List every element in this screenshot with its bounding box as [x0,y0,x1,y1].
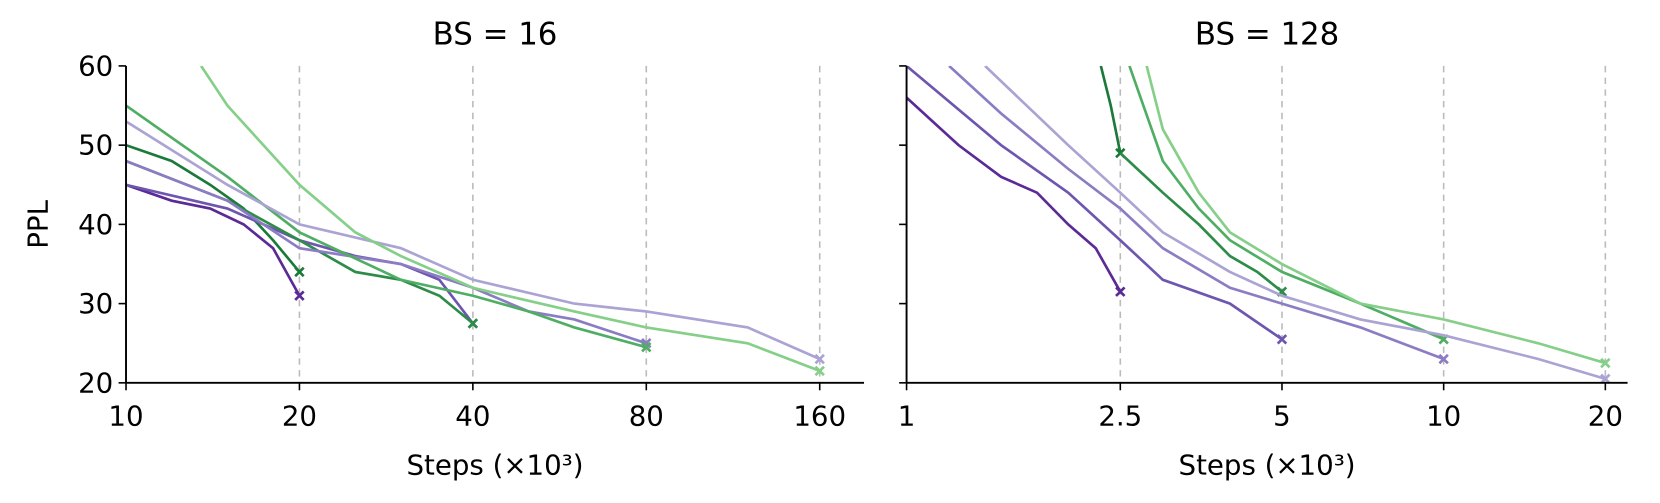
end-marker [1115,286,1126,297]
series-line [126,183,301,297]
x-axis-label: Steps (×10³) [1179,448,1356,481]
end-marker [814,365,825,377]
end-marker [1276,334,1288,345]
end-marker [1600,357,1611,369]
series-line [1145,65,1606,365]
series-line [126,104,647,349]
x-tick-label: 10 [1426,399,1461,432]
series-line [906,65,1283,341]
series-line [984,65,1606,381]
end-marker [294,266,305,278]
end-marker [1600,373,1611,385]
y-tick-label: 20 [78,366,113,399]
x-tick-label: 10 [108,399,143,432]
series-line [1099,65,1122,154]
end-marker [294,290,305,301]
y-tick-label: 50 [78,129,113,162]
y-axis-label: PPL [21,199,54,248]
series-line [1119,152,1283,293]
x-tick-label: 20 [1588,399,1623,432]
x-tick-label: 160 [793,399,846,432]
end-marker [814,353,825,365]
series-line [126,120,821,361]
x-tick-label: 40 [455,399,490,432]
series-line [126,159,647,345]
x-axis-label: Steps (×10³) [407,448,584,481]
x-tick-label: 2.5 [1098,399,1142,432]
series-line [948,65,1445,361]
end-marker [641,341,652,353]
y-tick-label: 40 [78,208,113,241]
x-tick-label: 5 [1273,399,1291,432]
x-tick-label: 80 [629,399,664,432]
panel-title: BS = 16 [433,17,558,53]
end-marker [467,318,479,329]
series-line [126,143,301,273]
panel-title: BS = 128 [1195,17,1339,53]
series-line [906,96,1122,293]
series-line [199,65,821,373]
y-tick-label: 60 [78,50,113,83]
x-tick-label: 20 [282,399,317,432]
end-marker [1438,353,1449,365]
y-tick-label: 30 [78,287,113,320]
x-tick-label: 1 [898,399,916,432]
